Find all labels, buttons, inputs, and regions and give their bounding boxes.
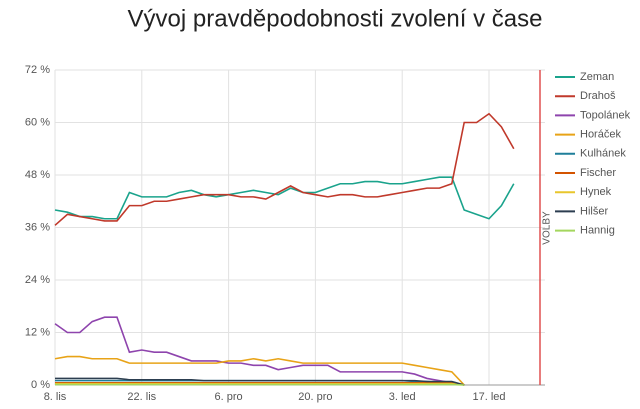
series-line — [54, 112, 515, 226]
legend-label: Fischer — [580, 167, 616, 179]
y-tick-label: 12 % — [25, 326, 50, 338]
x-tick-label: 8. lis — [44, 391, 67, 403]
series-line — [55, 382, 465, 386]
chart-title: Vývoj pravděpodobnosti zvolení v čase — [128, 5, 543, 32]
x-tick-label: 22. lis — [127, 391, 156, 403]
legend-label: Hannig — [580, 225, 615, 237]
legend-label: Hynek — [580, 186, 612, 198]
series-line — [54, 176, 515, 220]
legend-label: Hilšer — [580, 205, 608, 217]
series-line — [55, 382, 465, 386]
legend-label: Kulhánek — [580, 148, 626, 160]
y-tick-label: 24 % — [25, 274, 50, 286]
legend-label: Drahoš — [580, 90, 616, 102]
annotation: VOLBY — [542, 211, 553, 245]
x-tick-label: 6. pro — [215, 391, 243, 403]
x-tick-label: 20. pro — [298, 391, 332, 403]
legend-label: Zeman — [580, 71, 614, 83]
y-tick-label: 72 % — [25, 64, 50, 76]
series-line — [54, 355, 465, 386]
y-tick-label: 48 % — [25, 169, 50, 181]
legend-label: Horáček — [580, 129, 621, 141]
y-tick-label: 36 % — [25, 221, 50, 233]
y-tick-label: 60 % — [25, 116, 50, 128]
x-tick-label: 17. led — [472, 391, 505, 403]
y-tick-label: 0 % — [31, 379, 50, 391]
series-line — [55, 377, 465, 386]
x-tick-label: 3. led — [389, 391, 416, 403]
series-line — [54, 316, 465, 386]
legend-label: Topolánek — [580, 109, 631, 121]
